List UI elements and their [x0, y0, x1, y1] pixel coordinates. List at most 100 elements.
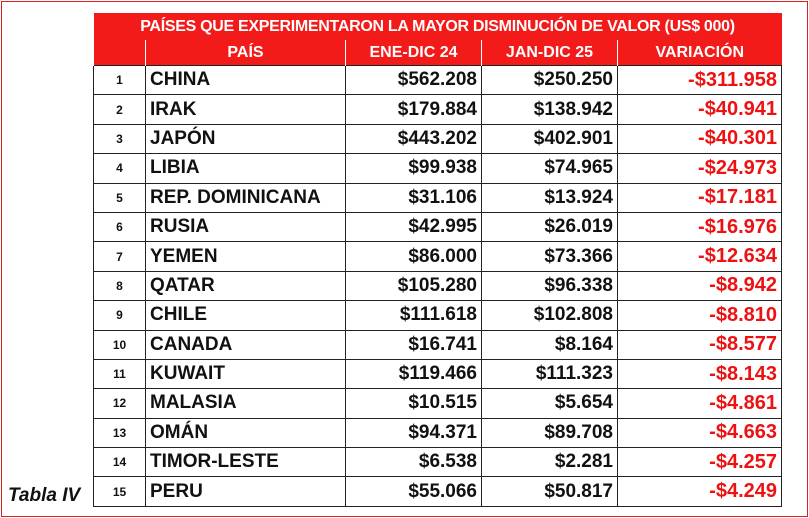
table-row: 5 REP. DOMINICANA $31.106 $13.924 -$17.181 [93, 182, 783, 213]
table-cell: 5 [93, 182, 146, 213]
table-cell: 14 [93, 447, 146, 478]
table-cell: 11 [93, 358, 146, 390]
table-row: 11 KUWAIT $119.466 $111.323 -$8.143 [93, 358, 783, 390]
table-cell: 12 [93, 388, 146, 419]
table-cell: -$4.257 [616, 447, 783, 478]
table-row: 3 JAPÓN $443.202 $402.901 -$40.301 [93, 123, 783, 155]
table-cell: $138.942 [481, 94, 618, 125]
table-cell: 15 [93, 476, 146, 507]
table-cell: RUSIA [145, 211, 346, 243]
table-cell: LIBIA [145, 153, 346, 184]
data-table: PAÍSES QUE EXPERIMENTARON LA MAYOR DISMI… [93, 13, 783, 507]
table-cell: $99.938 [345, 153, 482, 184]
header-cell: VARIACIÓN [616, 40, 782, 66]
table-cell: TIMOR-LESTE [145, 447, 346, 478]
table-cell: REP. DOMINICANA [145, 182, 346, 213]
table-cell: $50.817 [481, 476, 618, 507]
table-cell: 2 [93, 94, 146, 125]
table-cell: 10 [93, 329, 146, 360]
table-cell: $8.164 [481, 329, 618, 360]
table-cell: $119.466 [345, 358, 482, 390]
table-cell: $105.280 [345, 270, 482, 302]
table-cell: $94.371 [345, 417, 482, 449]
header-cell: PAÍS [145, 40, 346, 66]
table-cell: -$311.958 [616, 64, 783, 96]
table-cell: PERU [145, 476, 346, 507]
table-cell: CHINA [145, 64, 346, 96]
table-cell: $6.538 [345, 447, 482, 478]
table-cell: 1 [93, 64, 146, 96]
table-cell: KUWAIT [145, 358, 346, 390]
table-cell: -$8.810 [616, 300, 783, 331]
table-cell: JAPÓN [145, 123, 346, 155]
table-cell: $42.995 [345, 211, 482, 243]
table-cell: $13.924 [481, 182, 618, 213]
table-cell: 7 [93, 241, 146, 272]
table-cell: OMÁN [145, 417, 346, 449]
table-cell: YEMEN [145, 241, 346, 272]
table-cell: $26.019 [481, 211, 618, 243]
table-cell: $10.515 [345, 388, 482, 419]
table-cell: CANADA [145, 329, 346, 360]
table-cell: -$16.976 [616, 211, 783, 243]
caption: Tabla IV [8, 485, 81, 506]
table-cell: 3 [93, 123, 146, 155]
table-cell: -$12.634 [616, 241, 783, 272]
table-cell: $16.741 [345, 329, 482, 360]
table-row: 14 TIMOR-LESTE $6.538 $2.281 -$4.257 [93, 447, 783, 478]
table-cell: $96.338 [481, 270, 618, 302]
table-cell: $73.366 [481, 241, 618, 272]
table-cell: $443.202 [345, 123, 482, 155]
table-cell: $102.808 [481, 300, 618, 331]
table-cell: QATAR [145, 270, 346, 302]
table-cell: -$4.249 [616, 476, 783, 507]
table-cell: $55.066 [345, 476, 482, 507]
table-cell: -$24.973 [616, 153, 783, 184]
table-title: PAÍSES QUE EXPERIMENTARON LA MAYOR DISMI… [93, 13, 782, 40]
table-cell: -$40.941 [616, 94, 783, 125]
table-cell: 4 [93, 153, 146, 184]
table-cell: $5.654 [481, 388, 618, 419]
table-cell: -$4.663 [616, 417, 783, 449]
table-cell: $402.901 [481, 123, 618, 155]
table-cell: 8 [93, 270, 146, 302]
table-row: 15 PERU $55.066 $50.817 -$4.249 [93, 476, 783, 507]
table-cell: $31.106 [345, 182, 482, 213]
header-cell: ENE-DIC 24 [345, 40, 482, 66]
header-cell: JAN-DIC 25 [481, 40, 618, 66]
table-cell: 13 [93, 417, 146, 449]
table-cell: $74.965 [481, 153, 618, 184]
table-cell: $562.208 [345, 64, 482, 96]
table-cell: $111.323 [481, 358, 618, 390]
table-cell: $89.708 [481, 417, 618, 449]
table-row: 4 LIBIA $99.938 $74.965 -$24.973 [93, 153, 783, 184]
table-row: 9 CHILE $111.618 $102.808 -$8.810 [93, 300, 783, 331]
table-cell: $111.618 [345, 300, 482, 331]
table-cell: IRAK [145, 94, 346, 125]
table-row: 1 CHINA $562.208 $250.250 -$311.958 [93, 64, 783, 96]
table-cell: CHILE [145, 300, 346, 331]
table-row: 6 RUSIA $42.995 $26.019 -$16.976 [93, 211, 783, 243]
table-row: 7 YEMEN $86.000 $73.366 -$12.634 [93, 241, 783, 272]
header-row: PAÍS ENE-DIC 24 JAN-DIC 25 VARIACIÓN [93, 40, 782, 66]
table-cell: -$8.143 [616, 358, 783, 390]
table-cell: MALASIA [145, 388, 346, 419]
table-cell: $2.281 [481, 447, 618, 478]
table-cell: -$4.861 [616, 388, 783, 419]
header-cell [93, 40, 146, 66]
table-cell: 6 [93, 211, 146, 243]
table-cell: $179.884 [345, 94, 482, 125]
table-cell: $250.250 [481, 64, 618, 96]
table-row: 12 MALASIA $10.515 $5.654 -$4.861 [93, 388, 783, 419]
table-row: 10 CANADA $16.741 $8.164 -$8.577 [93, 329, 783, 360]
table-cell: -$40.301 [616, 123, 783, 155]
table-cell: -$8.577 [616, 329, 783, 360]
table-cell: $86.000 [345, 241, 482, 272]
table-row: 8 QATAR $105.280 $96.338 -$8.942 [93, 270, 783, 302]
table-cell: 9 [93, 300, 146, 331]
table-cell: -$8.942 [616, 270, 783, 302]
table-row: 2 IRAK $179.884 $138.942 -$40.941 [93, 94, 783, 125]
table-cell: -$17.181 [616, 182, 783, 213]
